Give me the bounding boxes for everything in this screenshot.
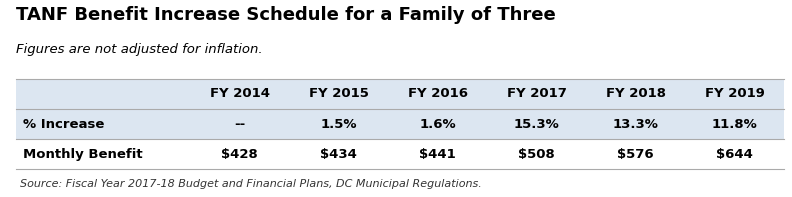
Text: 15.3%: 15.3% bbox=[514, 118, 559, 131]
Text: $434: $434 bbox=[320, 148, 357, 161]
Text: $644: $644 bbox=[716, 148, 753, 161]
Text: FY 2019: FY 2019 bbox=[705, 87, 764, 100]
Text: FY 2015: FY 2015 bbox=[309, 87, 368, 100]
Text: --: -- bbox=[234, 118, 246, 131]
Text: 1.5%: 1.5% bbox=[320, 118, 357, 131]
Text: $428: $428 bbox=[221, 148, 258, 161]
Text: 11.8%: 11.8% bbox=[712, 118, 757, 131]
Text: FY 2018: FY 2018 bbox=[606, 87, 665, 100]
Text: FY 2017: FY 2017 bbox=[507, 87, 566, 100]
Text: Figures are not adjusted for inflation.: Figures are not adjusted for inflation. bbox=[16, 43, 262, 56]
Text: $576: $576 bbox=[617, 148, 654, 161]
Text: % Increase: % Increase bbox=[23, 118, 105, 131]
Text: $508: $508 bbox=[518, 148, 555, 161]
Text: $441: $441 bbox=[419, 148, 456, 161]
Text: FY 2014: FY 2014 bbox=[210, 87, 269, 100]
Text: FY 2016: FY 2016 bbox=[408, 87, 467, 100]
Text: 13.3%: 13.3% bbox=[613, 118, 658, 131]
Text: 1.6%: 1.6% bbox=[419, 118, 456, 131]
Text: Source: Fiscal Year 2017-18 Budget and Financial Plans, DC Municipal Regulations: Source: Fiscal Year 2017-18 Budget and F… bbox=[20, 179, 482, 189]
Text: Monthly Benefit: Monthly Benefit bbox=[23, 148, 143, 161]
Text: TANF Benefit Increase Schedule for a Family of Three: TANF Benefit Increase Schedule for a Fam… bbox=[16, 6, 556, 24]
